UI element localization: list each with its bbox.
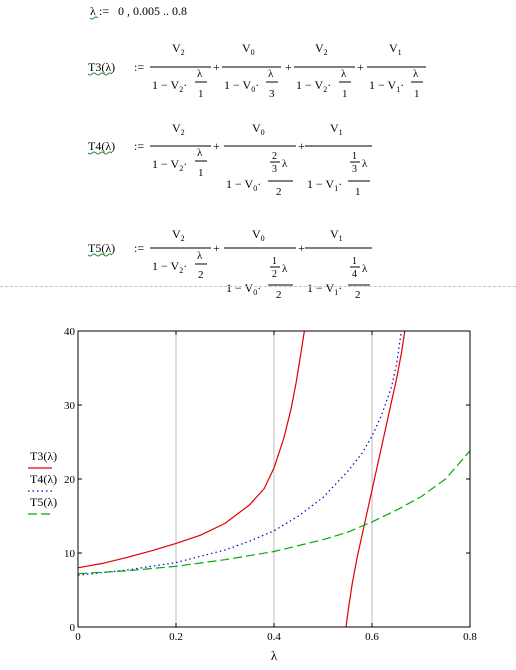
y-tick-label: 20	[64, 474, 76, 486]
svg-text:V0: V0	[252, 227, 265, 243]
svg-text:1: 1	[355, 186, 361, 198]
x-tick-label: 0.6	[365, 631, 379, 643]
svg-text:2: 2	[198, 269, 204, 281]
definition-name: T5(λ)	[88, 241, 115, 255]
series-line-t5	[77, 450, 471, 575]
svg-text:1 − V1·: 1 − V1·	[369, 78, 404, 94]
svg-text:2: 2	[272, 269, 277, 280]
svg-text:1 − V2·: 1 − V2·	[152, 259, 187, 275]
svg-text:1 − V1·: 1 − V1·	[307, 281, 342, 297]
range-expression: 0 , 0.005 .. 0.8	[118, 4, 187, 18]
worksheet-math: λ := 0 , 0.005 .. 0.8 T3(λ) := V2 1 − V2…	[87, 4, 426, 300]
svg-text:+: +	[298, 139, 305, 153]
svg-text:+: +	[213, 241, 220, 255]
series-line-t3	[345, 330, 406, 628]
tick-layer: 0 0.2 0.4 0.6 0.8 0 10 20 30 40	[64, 326, 477, 643]
svg-text:1 − V2·: 1 − V2·	[152, 78, 187, 94]
svg-text:1: 1	[352, 256, 357, 267]
range-variable: λ	[90, 4, 96, 18]
series-line-t4	[77, 330, 402, 576]
definition-t5[interactable]: T5(λ) := V2 1 − V2· λ 2 + V0 1 − V0· 1 2…	[87, 227, 372, 300]
svg-text:λ: λ	[197, 68, 203, 80]
x-tick-label: 0.2	[169, 631, 183, 643]
range-assign: :=	[99, 4, 109, 18]
y-tick-label: 30	[64, 400, 76, 412]
svg-text:2: 2	[276, 186, 282, 198]
svg-text:1 − V0·: 1 − V0·	[224, 78, 259, 94]
series-layer	[77, 330, 471, 628]
svg-text:λ: λ	[362, 263, 368, 275]
svg-text:4: 4	[352, 269, 357, 280]
warning-squiggle-icon	[87, 151, 113, 155]
warning-squiggle-icon	[89, 16, 99, 20]
legend-label: T3(λ)	[30, 449, 57, 463]
x-tick-label: 0.4	[267, 631, 281, 643]
svg-text:V2: V2	[315, 41, 328, 57]
svg-text:λ: λ	[282, 158, 288, 170]
x-tick-label: 0.8	[463, 631, 477, 643]
legend: T3(λ) T4(λ) T5(λ)	[28, 449, 57, 515]
svg-text:1: 1	[272, 256, 277, 267]
definition-t4[interactable]: T4(λ) := V2 1 − V2· λ 1 + V0 1 − V0· 2 3…	[87, 121, 372, 198]
svg-text:V2: V2	[172, 41, 185, 57]
svg-text:1: 1	[198, 167, 204, 179]
definition-assign: :=	[134, 241, 144, 255]
svg-text:+: +	[213, 60, 220, 74]
definition-t3[interactable]: T3(λ) := V2 1 − V2· λ 1 + V0 1 − V0· λ 3…	[87, 41, 426, 100]
svg-text:+: +	[213, 139, 220, 153]
svg-text:+: +	[285, 60, 292, 74]
x-axis-label: λ	[271, 648, 278, 663]
svg-text:2: 2	[276, 289, 282, 300]
svg-text:λ: λ	[413, 68, 419, 80]
svg-text:3: 3	[269, 88, 275, 100]
x-tick-label: 0	[75, 631, 81, 643]
definition-assign: :=	[134, 139, 144, 153]
definition-name: T4(λ)	[88, 139, 115, 153]
range-definition[interactable]: λ := 0 , 0.005 .. 0.8	[89, 4, 187, 20]
page-break-divider	[0, 286, 516, 287]
svg-text:λ: λ	[282, 263, 288, 275]
svg-text:1 − V2·: 1 − V2·	[296, 78, 331, 94]
svg-text:V2: V2	[172, 227, 185, 243]
svg-text:1 − V0·: 1 − V0·	[226, 281, 261, 297]
svg-text:1 − V0·: 1 − V0·	[226, 177, 261, 193]
svg-text:λ: λ	[268, 68, 274, 80]
y-tick-label: 0	[70, 622, 76, 634]
plot-region[interactable]: 0 0.2 0.4 0.6 0.8 0 10 20 30 40 λ T3(λ) T4(λ) T5(λ)	[0, 300, 516, 670]
svg-text:1: 1	[414, 88, 420, 100]
grid-layer	[175, 331, 373, 627]
svg-text:3: 3	[352, 164, 357, 175]
svg-text:λ: λ	[362, 158, 368, 170]
svg-text:+: +	[298, 241, 305, 255]
definition-name: T3(λ)	[88, 60, 115, 74]
svg-text:2: 2	[272, 151, 277, 162]
svg-text:V0: V0	[242, 41, 255, 57]
svg-text:1: 1	[342, 88, 348, 100]
y-tick-label: 40	[64, 326, 76, 338]
svg-text:V1: V1	[330, 121, 343, 137]
warning-squiggle-icon	[87, 72, 113, 76]
warning-squiggle-icon	[87, 253, 113, 257]
svg-text:2: 2	[355, 289, 361, 300]
svg-text:λ: λ	[197, 250, 203, 262]
svg-text:V2: V2	[172, 121, 185, 137]
svg-text:1 − V2·: 1 − V2·	[152, 157, 187, 173]
svg-text:λ: λ	[341, 68, 347, 80]
svg-text:V0: V0	[252, 121, 265, 137]
svg-text:3: 3	[272, 164, 277, 175]
svg-text:1: 1	[352, 151, 357, 162]
y-tick-label: 10	[64, 548, 76, 560]
legend-label: T5(λ)	[30, 495, 57, 509]
definition-assign: :=	[134, 60, 144, 74]
svg-text:1 − V1·: 1 − V1·	[307, 177, 342, 193]
svg-text:1: 1	[198, 88, 204, 100]
svg-text:λ: λ	[197, 147, 203, 159]
series-line-t3	[77, 330, 305, 569]
svg-text:V1: V1	[389, 41, 402, 57]
svg-text:+: +	[357, 60, 364, 74]
legend-label: T4(λ)	[30, 472, 57, 486]
svg-text:V1: V1	[330, 227, 343, 243]
